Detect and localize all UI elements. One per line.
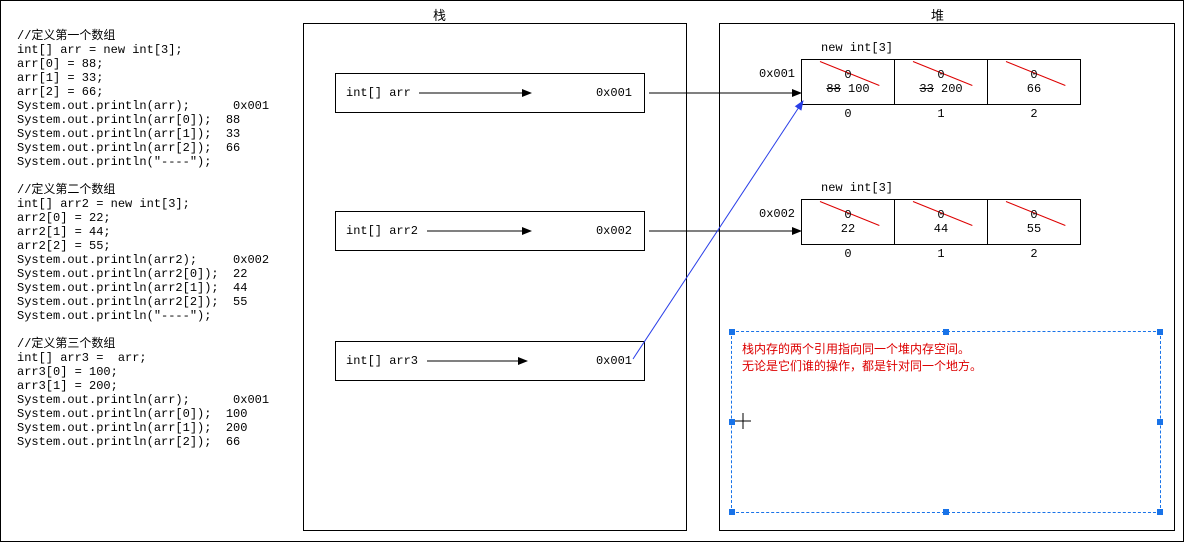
heap-array-addr: 0x002 (759, 207, 795, 221)
stack-var-label: int[] arr2 (346, 224, 418, 238)
code-listing: //定义第一个数组 int[] arr = new int[3]; arr[0]… (17, 29, 269, 449)
note-line: 栈内存的两个引用指向同一个堆内存空间。 (742, 340, 1150, 357)
diagram-canvas: 栈 堆 //定义第一个数组 int[] arr = new int[3]; ar… (0, 0, 1184, 542)
heap-array-1: new int[3] 0x001 088 100 033 200 066 0 1… (801, 41, 1081, 123)
heap-array-table: 022 044 055 0 1 2 (801, 199, 1081, 263)
stack-var-addr: 0x001 (596, 354, 632, 368)
heap-title: 堆 (931, 5, 944, 24)
heap-array-2: new int[3] 0x002 022 044 055 0 1 2 (801, 181, 1081, 263)
heap-array-table: 088 100 033 200 066 0 1 2 (801, 59, 1081, 123)
annotation-box: 栈内存的两个引用指向同一个堆内存空间。 无论是它们谁的操作，都是针对同一个地方。 (731, 331, 1161, 513)
stack-var-addr: 0x002 (596, 224, 632, 238)
stack-var-label: int[] arr (346, 86, 411, 100)
note-line: 无论是它们谁的操作，都是针对同一个地方。 (742, 357, 1150, 374)
stack-var-label: int[] arr3 (346, 354, 418, 368)
heap-array-addr: 0x001 (759, 67, 795, 81)
stack-frame-arr2: int[] arr2 0x002 (335, 211, 645, 251)
heap-array-title: new int[3] (821, 181, 893, 195)
stack-frame-arr: int[] arr 0x001 (335, 73, 645, 113)
stack-title: 栈 (433, 5, 446, 24)
heap-array-title: new int[3] (821, 41, 893, 55)
stack-frame-arr3: int[] arr3 0x001 (335, 341, 645, 381)
stack-var-addr: 0x001 (596, 86, 632, 100)
